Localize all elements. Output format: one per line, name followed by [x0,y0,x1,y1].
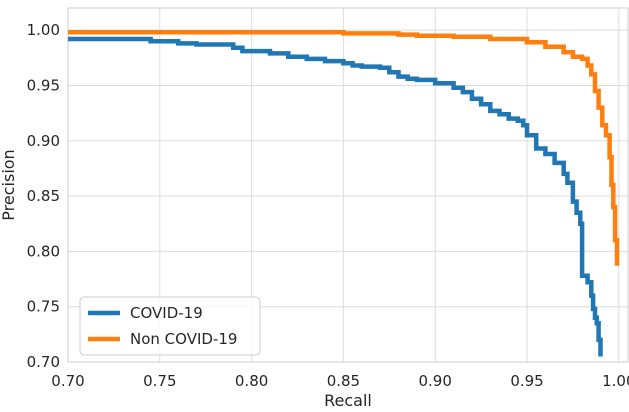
x-tick-label: 0.85 [327,372,360,390]
y-axis-label: Precision [0,149,18,220]
x-tick-label: 0.95 [510,372,543,390]
x-tick-label: 0.70 [51,372,84,390]
y-tick-label: 0.85 [27,187,60,205]
y-tick-label: 0.95 [27,76,60,94]
x-tick-label: 0.75 [143,372,176,390]
x-tick-label: 0.80 [235,372,268,390]
legend-label-covid: COVID-19 [130,304,203,322]
series-line-covid [68,36,603,357]
legend-label-non-covid: Non COVID-19 [130,330,237,348]
legend: COVID-19 Non COVID-19 [79,296,261,356]
y-tick-label: 1.00 [27,21,60,39]
x-tick-label: 1.00 [602,372,629,390]
y-tick-label: 0.80 [27,242,60,260]
y-tick-label: 0.90 [27,132,60,150]
legend-box [79,296,261,356]
x-tick-labels: 0.70 0.75 0.80 0.85 0.90 0.95 1.00 [51,372,629,390]
y-tick-label: 0.70 [27,353,60,371]
x-tick-label: 0.90 [419,372,452,390]
y-tick-label: 0.75 [27,298,60,316]
grid [67,8,628,363]
y-tick-labels: 0.70 0.75 0.80 0.85 0.90 0.95 1.00 [27,21,60,371]
x-axis-label: Recall [324,391,372,410]
series-layer [68,30,620,357]
series-line-non-covid [68,30,620,266]
plot-frame [67,7,629,363]
